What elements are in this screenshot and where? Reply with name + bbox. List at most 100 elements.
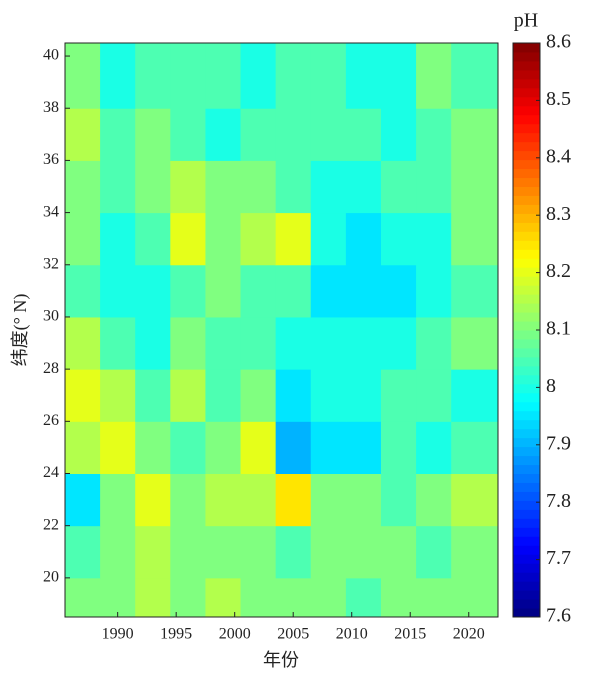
colorbar-swatch <box>513 43 540 53</box>
x-tick-label: 2015 <box>394 626 426 643</box>
cell <box>275 421 312 474</box>
cell <box>65 264 101 318</box>
cell <box>310 577 347 618</box>
colorbar-swatch <box>513 294 540 304</box>
cell <box>310 421 347 474</box>
cell <box>345 577 382 618</box>
cell <box>240 473 277 527</box>
y-axis-label: 纬度(° N) <box>10 294 31 367</box>
cell <box>275 160 312 214</box>
cell <box>451 316 499 370</box>
colorbar-swatch <box>513 240 540 250</box>
colorbar-swatch <box>513 114 540 125</box>
colorbar-swatch <box>513 446 540 457</box>
colorbar-swatch <box>513 96 540 107</box>
cell <box>380 264 417 318</box>
cell <box>65 577 101 618</box>
cell <box>170 316 206 370</box>
cell <box>451 160 499 214</box>
cell <box>205 43 242 109</box>
cell <box>135 212 171 266</box>
cell <box>451 43 499 109</box>
colorbar-swatch <box>513 186 540 196</box>
colorbar-swatch <box>513 177 540 187</box>
x-axis-label: 年份 <box>263 650 299 670</box>
cell <box>65 525 101 579</box>
colorbar-swatch <box>513 464 540 474</box>
colorbar-swatch <box>513 87 540 98</box>
cell <box>345 316 382 370</box>
cell <box>380 316 417 370</box>
cell <box>135 369 171 422</box>
cell <box>65 421 101 474</box>
cell <box>100 316 136 370</box>
cell <box>451 108 499 161</box>
cell <box>310 108 347 161</box>
cell <box>65 160 101 214</box>
colorbar-swatch <box>513 267 540 277</box>
cell <box>310 160 347 214</box>
cell <box>451 212 499 266</box>
cell <box>345 369 382 422</box>
colorbar-tick-label: 8.2 <box>546 260 571 282</box>
colorbar-swatch <box>513 222 540 232</box>
cell <box>240 160 277 214</box>
cell <box>275 473 312 527</box>
colorbar-swatch <box>513 258 540 268</box>
cell <box>135 43 171 109</box>
cell <box>451 264 499 318</box>
y-tick-label: 30 <box>43 308 59 325</box>
y-tick-label: 22 <box>43 516 59 533</box>
cell <box>380 43 417 109</box>
y-tick-label: 26 <box>43 412 59 429</box>
plot-frame <box>64 42 499 618</box>
cell <box>451 525 499 579</box>
colorbar-tick-label: 8.5 <box>546 88 571 110</box>
cell <box>310 212 347 266</box>
colorbar-swatch <box>513 608 540 618</box>
y-tick-label: 38 <box>43 99 59 116</box>
cell <box>416 525 452 579</box>
cell <box>100 473 136 527</box>
cell <box>416 369 452 422</box>
colorbar-swatch <box>513 554 540 564</box>
cell <box>416 43 452 109</box>
cell <box>205 577 242 618</box>
cell <box>100 43 136 109</box>
cell <box>310 525 347 579</box>
cell <box>240 264 277 318</box>
cell <box>345 160 382 214</box>
y-tick-label: 28 <box>43 360 59 377</box>
cell <box>380 369 417 422</box>
cell <box>205 264 242 318</box>
colorbar-tick-label: 7.9 <box>546 432 571 454</box>
cell <box>310 264 347 318</box>
cell <box>310 316 347 370</box>
colorbar-swatch <box>513 410 540 421</box>
colorbar-swatch <box>513 428 540 439</box>
cell <box>65 473 101 527</box>
colorbar-swatch <box>513 383 540 394</box>
cell <box>380 212 417 266</box>
x-tick-label: 2020 <box>453 626 485 643</box>
colorbar-swatch <box>513 330 540 340</box>
colorbar-swatch <box>513 204 540 214</box>
cell <box>416 577 452 618</box>
cell <box>345 264 382 318</box>
colorbar-tick-label: 8.3 <box>546 203 571 225</box>
cell <box>100 264 136 318</box>
cell <box>275 108 312 161</box>
cell <box>310 369 347 422</box>
colorbar-swatch <box>513 599 540 609</box>
colorbar-swatch <box>513 527 540 537</box>
colorbar-tick-label: 8.4 <box>546 145 571 167</box>
cell <box>310 473 347 527</box>
cell <box>65 108 101 161</box>
cell <box>240 369 277 422</box>
colorbar-swatch <box>513 545 540 555</box>
x-tick-label: 2010 <box>336 626 368 643</box>
colorbar-swatch <box>513 159 540 170</box>
y-tick-label: 34 <box>43 203 59 220</box>
cell <box>451 369 499 422</box>
